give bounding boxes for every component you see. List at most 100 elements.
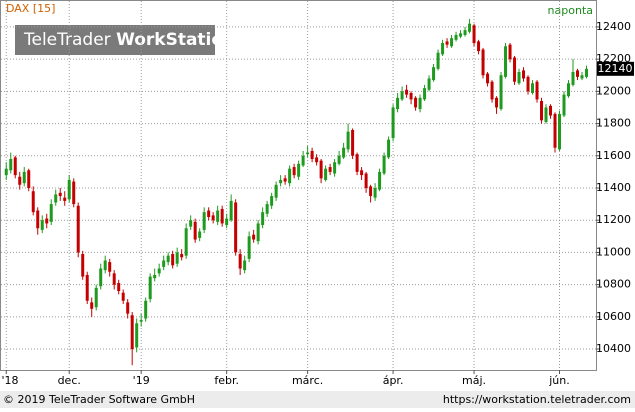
candle-body bbox=[549, 105, 553, 116]
candle-body bbox=[90, 302, 94, 309]
candle-body bbox=[544, 107, 548, 122]
candle-body bbox=[540, 101, 544, 121]
candle-body bbox=[207, 210, 211, 217]
candle-body bbox=[454, 34, 458, 40]
candle-body bbox=[567, 83, 571, 97]
candle-body bbox=[139, 320, 143, 322]
candle-body bbox=[364, 173, 368, 188]
candle-body bbox=[441, 43, 445, 55]
candle-body bbox=[346, 131, 350, 150]
candle-body bbox=[270, 196, 274, 206]
candle-body bbox=[373, 187, 377, 198]
candle-body bbox=[54, 194, 58, 203]
candle-body bbox=[63, 197, 67, 201]
candle-body bbox=[315, 157, 319, 163]
candle-body bbox=[310, 150, 314, 160]
candle-body bbox=[423, 88, 427, 100]
candle-body bbox=[220, 208, 224, 224]
y-tick-label: 10400 bbox=[596, 342, 631, 355]
candle-body bbox=[450, 38, 454, 47]
candle-body bbox=[148, 276, 152, 300]
candle-body bbox=[571, 72, 575, 85]
candle-body bbox=[468, 23, 472, 32]
candle-body bbox=[283, 178, 287, 182]
candle-body bbox=[324, 168, 328, 180]
candle-body bbox=[72, 181, 76, 205]
candle-body bbox=[243, 260, 247, 271]
footer-right: https://workstation.teletrader.com bbox=[443, 393, 631, 406]
candle-body bbox=[292, 167, 296, 176]
candle-body bbox=[418, 97, 422, 110]
candle-body bbox=[486, 73, 490, 84]
candle-body bbox=[9, 159, 13, 171]
candle-body bbox=[342, 147, 346, 158]
candle-body bbox=[297, 163, 301, 177]
x-tick-label: febr. bbox=[214, 374, 239, 387]
logo: TeleTrader WorkStation bbox=[23, 30, 235, 50]
candle-body bbox=[360, 170, 364, 176]
candle-body bbox=[414, 97, 418, 108]
candle-body bbox=[562, 94, 566, 116]
candle-body bbox=[301, 155, 305, 166]
candle-body bbox=[333, 162, 337, 174]
candle-body bbox=[261, 212, 265, 226]
candle-body bbox=[49, 204, 53, 222]
last-value-box bbox=[597, 61, 634, 76]
logo-box bbox=[15, 25, 215, 55]
candle-body bbox=[94, 287, 98, 308]
candle-body bbox=[535, 81, 539, 100]
y-tick-label: 10600 bbox=[596, 310, 631, 323]
candle-body bbox=[387, 139, 391, 158]
candle-body bbox=[211, 215, 215, 221]
candle-body bbox=[274, 184, 278, 198]
candle-body bbox=[580, 75, 584, 79]
y-tick-label: 11800 bbox=[596, 117, 631, 130]
candle-body bbox=[31, 191, 35, 213]
candle-body bbox=[135, 323, 139, 348]
y-tick-label: 11400 bbox=[596, 181, 631, 194]
candle-body bbox=[328, 167, 332, 172]
y-tick-label: 11600 bbox=[596, 149, 631, 162]
y-tick-label: 11200 bbox=[596, 213, 631, 226]
candle-body bbox=[306, 152, 310, 155]
x-tick-label: márc. bbox=[292, 374, 323, 387]
candle-body bbox=[585, 68, 589, 77]
last-value-label: 12140 bbox=[598, 62, 633, 75]
candle-body bbox=[18, 176, 22, 185]
y-tick-label: 11000 bbox=[596, 245, 631, 258]
candle-body bbox=[130, 315, 134, 350]
candle-body bbox=[256, 223, 260, 242]
candle-body bbox=[517, 72, 521, 84]
candle-body bbox=[445, 41, 449, 45]
candle-body bbox=[531, 83, 535, 93]
logo-part: WorkStation bbox=[116, 30, 235, 50]
candle-body bbox=[382, 155, 386, 174]
candle-body bbox=[396, 97, 400, 110]
candle-body bbox=[40, 220, 44, 230]
candle-body bbox=[238, 254, 242, 269]
candle-body bbox=[436, 52, 440, 69]
footer-bar bbox=[0, 391, 635, 408]
candle-body bbox=[490, 81, 494, 100]
x-tick-label: '19 bbox=[133, 374, 150, 387]
candle-body bbox=[319, 160, 323, 179]
candle-body bbox=[351, 130, 355, 156]
candle-body bbox=[175, 252, 179, 264]
candle-body bbox=[180, 254, 184, 258]
candle-body bbox=[112, 273, 116, 285]
candle-body bbox=[229, 200, 233, 221]
candle-body bbox=[252, 234, 256, 240]
candle-body bbox=[126, 302, 130, 314]
candle-body bbox=[216, 210, 220, 222]
x-tick-label: ápr. bbox=[383, 374, 404, 387]
candle-body bbox=[202, 212, 206, 230]
candle-body bbox=[81, 254, 85, 277]
candle-body bbox=[27, 170, 31, 188]
candle-body bbox=[225, 218, 229, 226]
candle-body bbox=[477, 41, 481, 52]
y-tick-label: 12000 bbox=[596, 84, 631, 97]
candle-body bbox=[22, 171, 26, 184]
candle-body bbox=[67, 179, 71, 200]
candle-body bbox=[247, 236, 251, 259]
